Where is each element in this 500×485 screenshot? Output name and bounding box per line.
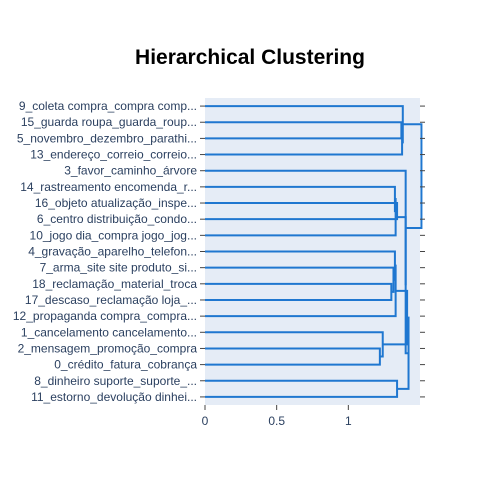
- x-tick-label: 0: [202, 414, 209, 428]
- leaf-label: 4_gravação_aparelho_telefon...: [28, 245, 197, 259]
- chart-title: Hierarchical Clustering: [135, 46, 365, 69]
- leaf-label: 18_reclamação_material_troca: [32, 277, 197, 291]
- leaf-label: 8_dinheiro suporte_suporte_...: [34, 374, 197, 388]
- leaf-label: 16_objeto atualização_inspe...: [35, 196, 197, 210]
- leaf-label: 12_propaganda compra_compra...: [13, 309, 197, 323]
- leaf-label: 14_rastreamento encomenda_r...: [20, 180, 197, 194]
- distance-axis: 0 0.5 1: [202, 405, 352, 428]
- leaf-label: 9_coleta compra_compra comp...: [19, 99, 197, 113]
- x-tick-label: 0.5: [268, 414, 285, 428]
- leaf-label: 7_arma_site site produto_si...: [40, 261, 197, 275]
- leaf-label: 3_favor_caminho_árvore: [64, 164, 197, 178]
- leaf-label: 13_endereço_correio_correio...: [30, 148, 197, 162]
- leaf-label: 0_crédito_fatura_cobrança: [54, 358, 197, 372]
- leaf-label: 2_mensagem_promoção_compra: [18, 341, 198, 355]
- leaf-label: 10_jogo dia_compra jogo_jog...: [30, 228, 197, 242]
- leaf-label: 11_estorno_devolução dinhei...: [31, 390, 197, 404]
- leaf-label: 5_novembro_dezembro_parathi...: [17, 131, 197, 145]
- leaf-label: 15_guarda roupa_guarda_roup...: [21, 115, 197, 129]
- leaf-label: 17_descaso_reclamação loja_...: [25, 293, 197, 307]
- leaf-label: 1_cancelamento cancelamento...: [21, 325, 197, 339]
- x-tick-label: 1: [345, 414, 352, 428]
- leaf-label: 6_centro distribuição_condo...: [37, 212, 197, 226]
